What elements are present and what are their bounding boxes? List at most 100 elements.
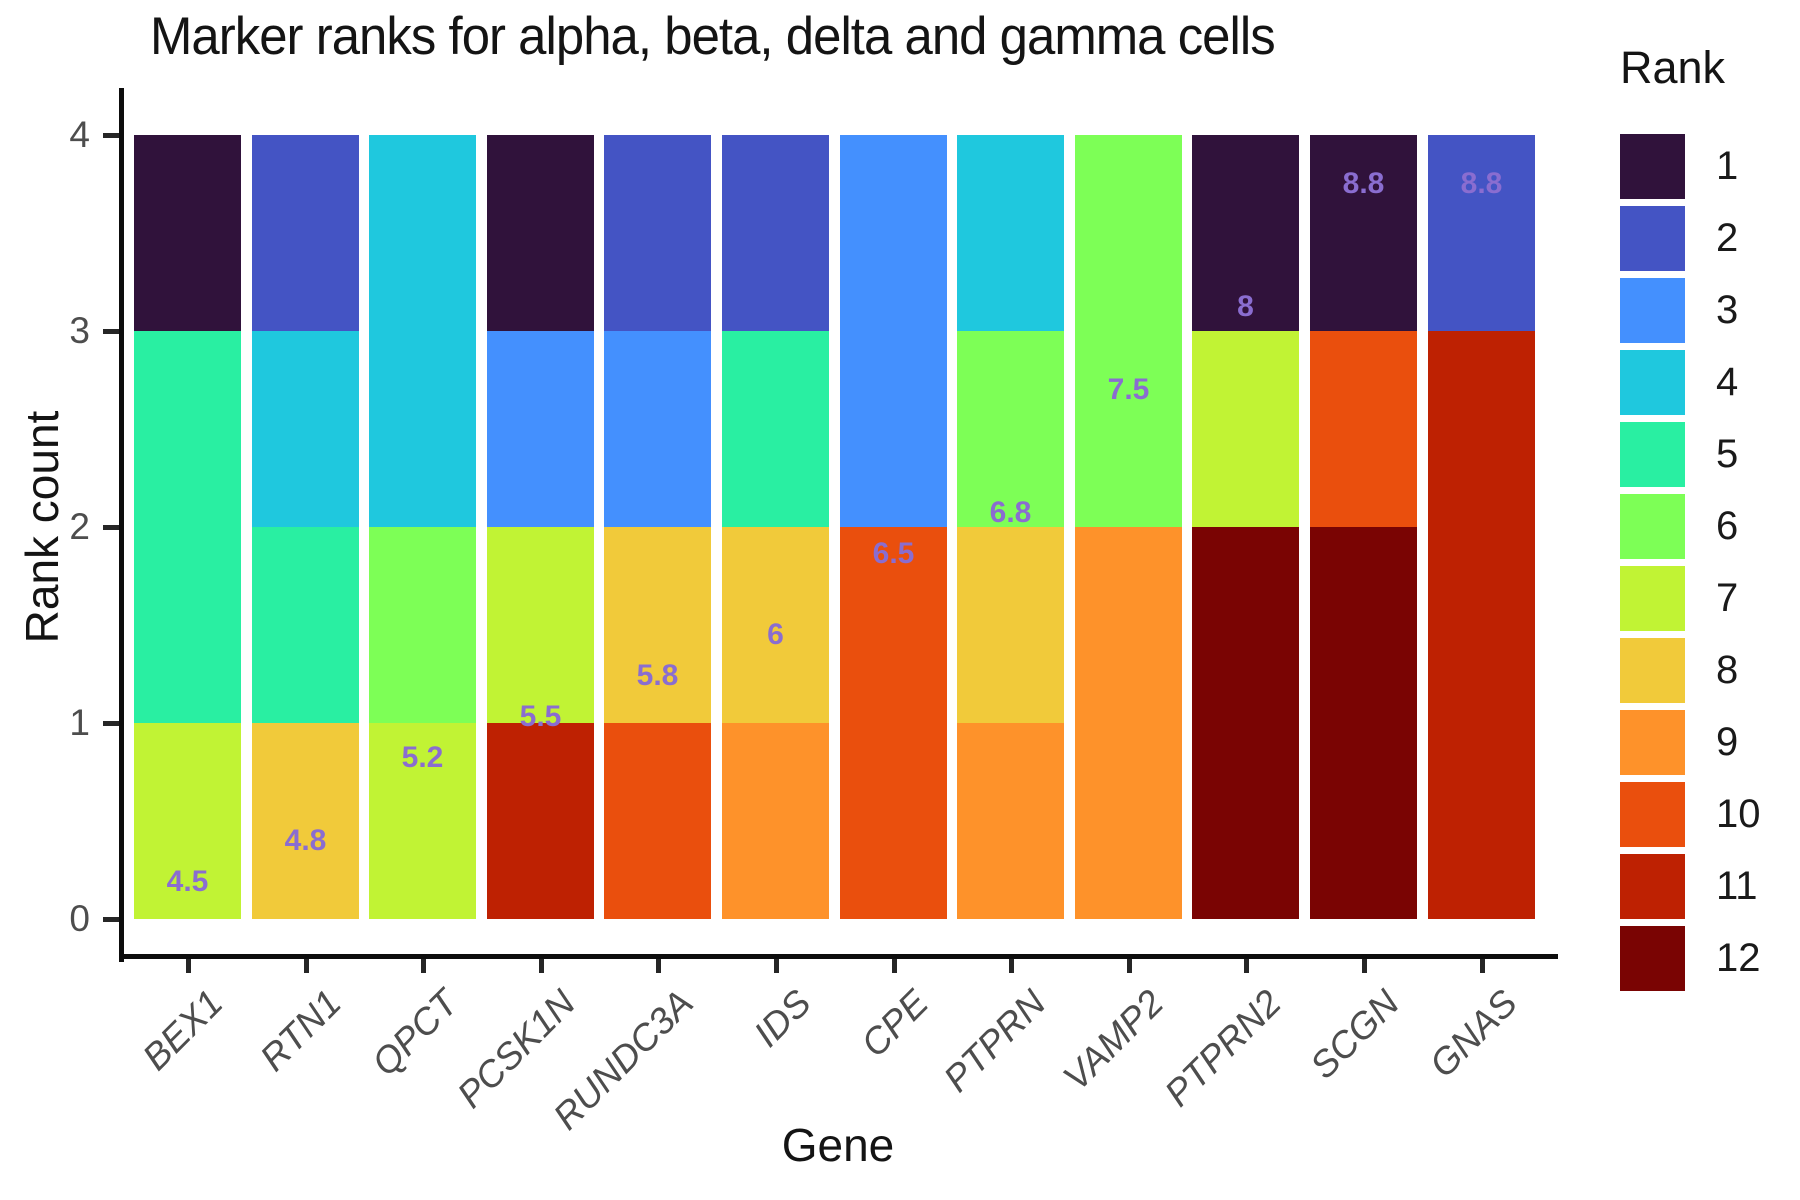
x-tick-label-text-PTPRN: PTPRN [935, 982, 1054, 1100]
legend-entry-rank-1: 1 [1620, 134, 1800, 199]
y-tick-label-4: 4 [69, 114, 90, 155]
legend-swatch-rank-12 [1620, 926, 1685, 991]
bar-SCGN-segment-rank-1 [1310, 135, 1417, 331]
x-tick-CPE [891, 959, 897, 973]
bar-RUNDC3A-segment-rank-2 [604, 135, 711, 331]
y-tick-0 [103, 917, 119, 922]
bar-RUNDC3A-segment-rank-3 [604, 331, 711, 527]
legend-label-rank-11: 11 [1716, 864, 1758, 908]
mean-rank-label-CPE: 6.5 [872, 537, 915, 571]
mean-rank-label-IDS: 6 [767, 617, 784, 651]
bar-QPCT [369, 135, 476, 919]
bar-BEX1-segment-rank-7 [134, 723, 241, 919]
mean-rank-label-PCSK1N: 5.5 [519, 700, 562, 734]
x-tick-RUNDC3A [655, 959, 661, 973]
bar-QPCT-segment-rank-4 [369, 135, 476, 331]
x-tick-PCSK1N [538, 959, 544, 973]
legend-entries: 1 2 3 4 5 6 7 8 9 10 11 12 [1620, 134, 1800, 991]
x-tick-QPCT [420, 959, 426, 973]
bar-IDS-segment-rank-9 [722, 723, 829, 919]
x-tick-PTPRN [1008, 959, 1014, 973]
bar-IDS-segment-rank-2 [722, 135, 829, 331]
bar-GNAS-segment-rank-11 [1428, 527, 1535, 723]
x-tick-label-text-QPCT: QPCT [363, 982, 466, 1084]
legend-swatch-rank-11 [1620, 854, 1685, 919]
bar-PTPRN-segment-rank-8 [957, 527, 1064, 723]
x-tick-VAMP2 [1126, 959, 1132, 973]
bar-PTPRN2-segment-rank-7 [1192, 331, 1299, 527]
legend-label-rank-2: 2 [1716, 216, 1739, 260]
mean-rank-label-PTPRN2: 8 [1237, 290, 1254, 324]
bar-GNAS-segment-rank-11 [1428, 723, 1535, 919]
bar-IDS-segment-rank-5 [722, 331, 829, 527]
bar-CPE-segment-rank-10 [840, 723, 947, 919]
legend-label-rank-8: 8 [1716, 648, 1739, 692]
legend-title: Rank [1620, 42, 1726, 93]
legend-label-rank-7: 7 [1716, 576, 1739, 620]
mean-rank-label-BEX1: 4.5 [166, 864, 209, 898]
bar-CPE-segment-rank-10 [840, 527, 947, 723]
bar-GNAS [1428, 135, 1535, 919]
legend-label-rank-10: 10 [1716, 792, 1761, 836]
bar-VAMP2-segment-rank-6 [1075, 331, 1182, 527]
bar-RTN1-segment-rank-5 [252, 527, 359, 723]
bar-BEX1-segment-rank-5 [134, 527, 241, 723]
legend-swatch-rank-3 [1620, 278, 1685, 343]
bar-PTPRN [957, 135, 1064, 919]
legend-swatch-rank-7 [1620, 566, 1685, 631]
bar-VAMP2-segment-rank-9 [1075, 527, 1182, 723]
bar-BEX1-segment-rank-1 [134, 135, 241, 331]
bar-QPCT-segment-rank-4 [369, 331, 476, 527]
x-tick-SCGN [1361, 959, 1367, 973]
legend-entry-rank-4: 4 [1620, 350, 1800, 415]
mean-rank-label-GNAS: 8.8 [1460, 166, 1503, 200]
bar-PTPRN-segment-rank-4 [957, 135, 1064, 331]
bar-PCSK1N-segment-rank-3 [487, 331, 594, 527]
bar-QPCT-segment-rank-7 [369, 723, 476, 919]
bar-GNAS-segment-rank-2 [1428, 135, 1535, 331]
bar-PTPRN2 [1192, 135, 1299, 919]
legend-entry-rank-11: 11 [1620, 854, 1800, 919]
legend-entry-rank-8: 8 [1620, 638, 1800, 703]
x-tick-IDS [773, 959, 779, 973]
x-tick-PTPRN2 [1243, 959, 1249, 973]
legend-swatch-rank-4 [1620, 350, 1685, 415]
legend-entry-rank-12: 12 [1620, 926, 1800, 991]
x-tick-label-text-IDS: IDS [745, 982, 819, 1055]
legend-label-rank-12: 12 [1716, 936, 1761, 980]
legend-entry-rank-6: 6 [1620, 494, 1800, 559]
mean-rank-label-SCGN: 8.8 [1342, 166, 1385, 200]
bar-SCGN-segment-rank-12 [1310, 527, 1417, 723]
bar-VAMP2-segment-rank-9 [1075, 723, 1182, 919]
bar-RTN1-segment-rank-4 [252, 331, 359, 527]
bar-PTPRN-segment-rank-9 [957, 723, 1064, 919]
legend-entry-rank-7: 7 [1620, 566, 1800, 631]
bar-RUNDC3A [604, 135, 711, 919]
mean-rank-label-PTPRN: 6.8 [989, 496, 1032, 530]
bar-CPE [840, 135, 947, 919]
x-tick-label-text-PTPRN2: PTPRN2 [1156, 982, 1289, 1115]
legend-entry-rank-3: 3 [1620, 278, 1800, 343]
mean-rank-label-QPCT: 5.2 [401, 741, 444, 775]
bar-RUNDC3A-segment-rank-8 [604, 527, 711, 723]
legend-swatch-rank-6 [1620, 494, 1685, 559]
bar-BEX1-segment-rank-5 [134, 331, 241, 527]
y-axis-line [119, 88, 124, 962]
legend-label-rank-1: 1 [1716, 144, 1739, 188]
chart-title: Marker ranks for alpha, beta, delta and … [150, 7, 1276, 66]
legend-label-rank-3: 3 [1716, 288, 1739, 332]
legend-entry-rank-5: 5 [1620, 422, 1800, 487]
x-tick-label-text-SCGN: SCGN [1301, 982, 1407, 1087]
y-tick-label-0: 0 [69, 898, 90, 939]
x-tick-label-text-RTN1: RTN1 [251, 982, 349, 1079]
mean-rank-label-RTN1: 4.8 [284, 823, 327, 857]
bar-IDS [722, 135, 829, 919]
bar-VAMP2 [1075, 135, 1182, 919]
bar-RTN1-segment-rank-2 [252, 135, 359, 331]
y-tick-label-3: 3 [69, 310, 90, 351]
x-tick-label-text-CPE: CPE [853, 982, 937, 1065]
bar-GNAS-segment-rank-11 [1428, 331, 1535, 527]
bar-SCGN-segment-rank-10 [1310, 331, 1417, 527]
bar-QPCT-segment-rank-6 [369, 527, 476, 723]
